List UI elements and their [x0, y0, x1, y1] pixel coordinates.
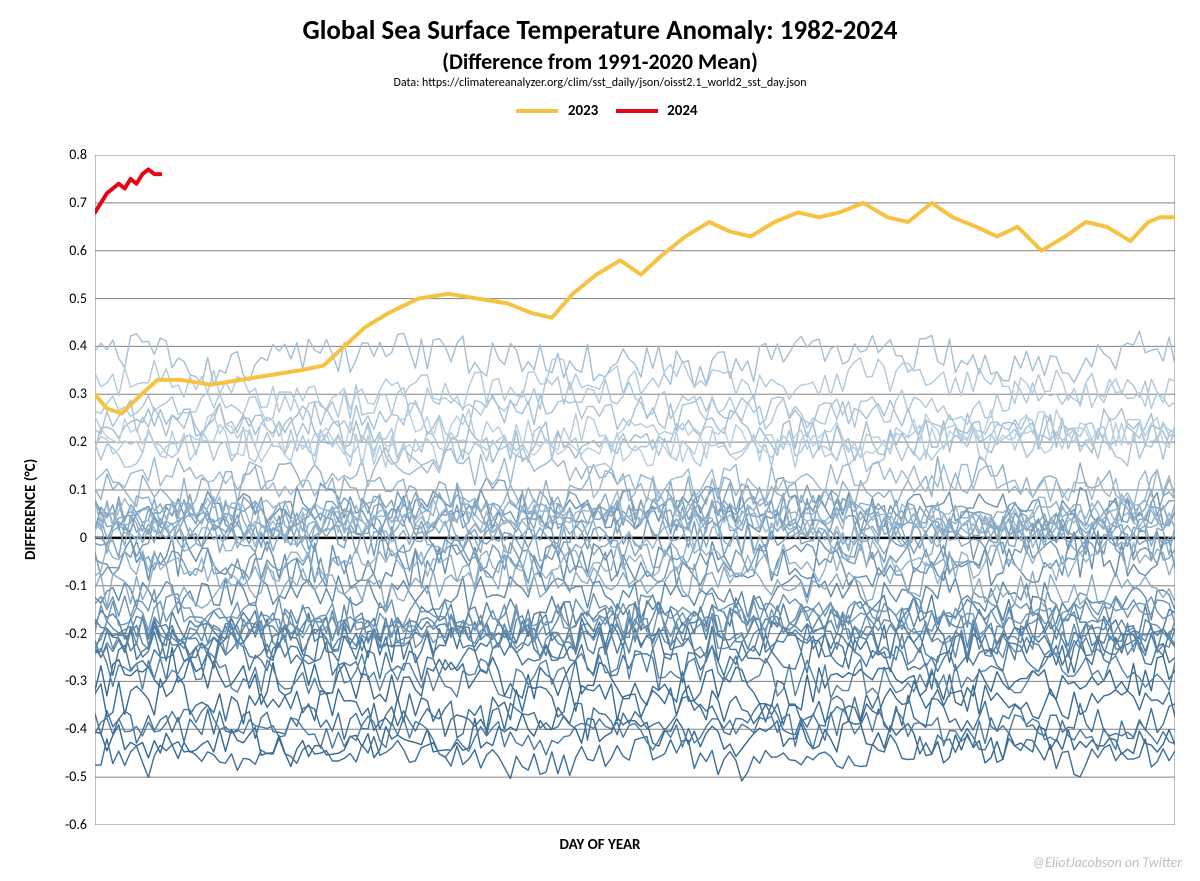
sst-anomaly-chart: Global Sea Surface Temperature Anomaly: … — [0, 0, 1200, 881]
y-tick-label: 0.3 — [45, 385, 87, 402]
chart-legend: 2023 2024 — [0, 102, 1200, 120]
legend-swatch-2023 — [516, 109, 558, 113]
chart-title: Global Sea Surface Temperature Anomaly: … — [0, 14, 1200, 47]
series-2024 — [95, 169, 160, 212]
y-tick-label: 0 — [45, 529, 87, 546]
historical-series — [95, 707, 1175, 766]
y-tick-label: -0.3 — [45, 672, 87, 689]
legend-swatch-2024 — [616, 109, 658, 113]
chart-data-source: Data: https://climatereanalyzer.org/clim… — [0, 76, 1200, 90]
y-tick-label: -0.1 — [45, 577, 87, 594]
legend-label-2024: 2024 — [667, 102, 697, 120]
y-tick-label: 0.2 — [45, 433, 87, 450]
y-tick-label: -0.4 — [45, 720, 87, 737]
series-2023 — [95, 203, 1175, 414]
y-tick-label: 0.6 — [45, 242, 87, 259]
historical-series — [95, 373, 1175, 429]
y-tick-label: 0.5 — [45, 290, 87, 307]
y-tick-label: -0.2 — [45, 625, 87, 642]
y-tick-label: -0.5 — [45, 768, 87, 785]
y-tick-label: -0.6 — [45, 816, 87, 833]
y-tick-label: 0.8 — [45, 146, 87, 163]
chart-subtitle: (Difference from 1991-2020 Mean) — [0, 48, 1200, 75]
x-axis-label: DAY OF YEAR — [0, 836, 1200, 854]
plot-area — [95, 155, 1175, 825]
y-axis-label: DIFFERENCE (°C) — [22, 459, 40, 560]
historical-series — [95, 644, 1175, 699]
credit-watermark: @EliotJacobson on Twitter — [1032, 854, 1182, 871]
y-tick-label: 0.7 — [45, 194, 87, 211]
y-tick-label: 0.1 — [45, 481, 87, 498]
y-tick-label: 0.4 — [45, 337, 87, 354]
legend-label-2023: 2023 — [568, 102, 598, 120]
